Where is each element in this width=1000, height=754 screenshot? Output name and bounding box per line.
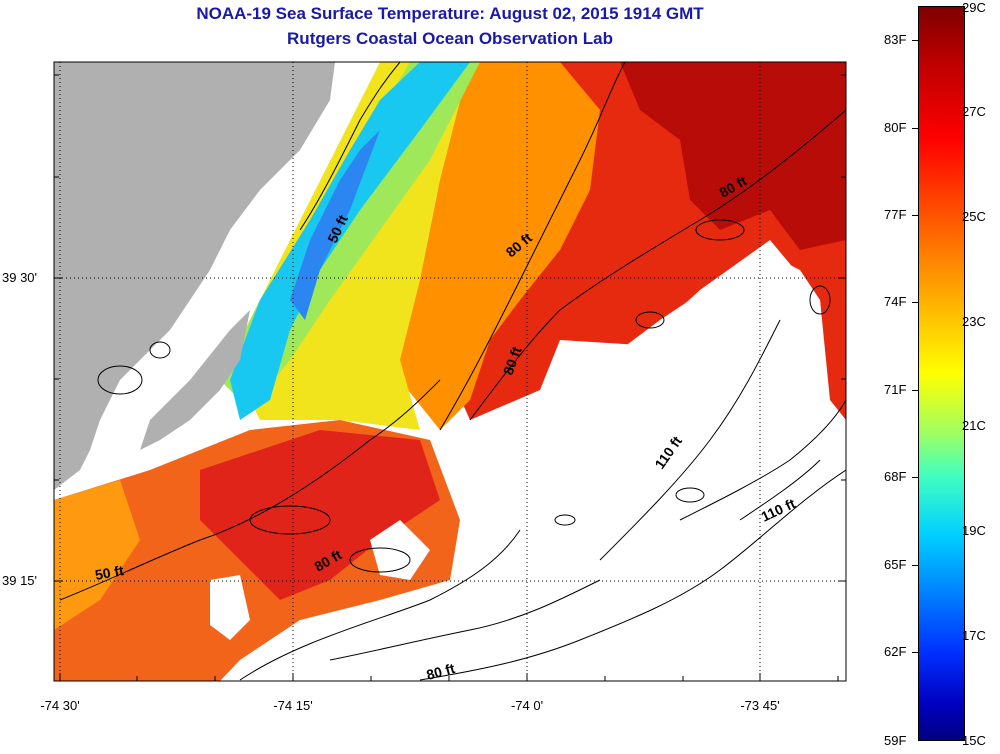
land-coastal-strip: [140, 310, 250, 450]
contour-label: 80 ft: [425, 660, 457, 683]
contour-label: 50 ft: [94, 562, 125, 583]
sst-cyan-upwelling: [230, 62, 470, 420]
longitude-label: -74 0': [510, 698, 544, 713]
colorbar-c-label: 15C: [962, 733, 986, 748]
colorbar-c-label: 21C: [962, 418, 986, 433]
colorbar-f-label: 74F: [884, 294, 907, 309]
sst-blue-core: [290, 130, 380, 320]
frame-ticks: [54, 74, 846, 681]
colorbar-f-label: 68F: [884, 469, 907, 484]
colorbar-f-label: 71F: [884, 382, 907, 397]
sst-red-southwest: [200, 430, 440, 600]
map-subtitle: Rutgers Coastal Ocean Observation Lab: [287, 29, 613, 48]
colorbar-f-label: 65F: [884, 557, 907, 572]
colorbar-c-label: 25C: [962, 209, 986, 224]
colorbar-f-label: 83F: [884, 32, 907, 47]
sst-hot-core-northeast: [620, 62, 846, 250]
colorbar-c-label: 29C: [962, 0, 986, 15]
longitude-label: -73 45': [740, 698, 780, 713]
colorbar-f-label: 80F: [884, 120, 907, 135]
temperature-colorbar: [918, 6, 965, 741]
sst-orange-west: [54, 480, 140, 630]
no-data-hole-1: [460, 250, 846, 681]
longitude-label: -74 30': [40, 698, 80, 713]
latitude-label: 39 15': [2, 573, 38, 588]
colorbar-c-label: 23C: [962, 314, 986, 329]
land-mass: [54, 62, 335, 490]
colorbar-c-label: 17C: [962, 628, 986, 643]
latitude-label: 39 30': [2, 270, 38, 285]
pixel-texture: [54, 62, 846, 681]
graticule: [54, 62, 846, 681]
colorbar-f-label: 62F: [884, 644, 907, 659]
colorbar-f-label: 77F: [884, 207, 907, 222]
colorbar-c-label: 19C: [962, 523, 986, 538]
colorbar-c-label: 27C: [962, 104, 986, 119]
map-frame: [53, 61, 847, 682]
bathymetry-contours: [59, 62, 846, 681]
longitude-label: -74 15': [273, 698, 313, 713]
no-data-hole-2: [210, 575, 250, 640]
map-title: NOAA-19 Sea Surface Temperature: August …: [196, 4, 704, 23]
colorbar-f-label: 59F: [884, 733, 907, 748]
no-data-hole-3: [370, 520, 430, 580]
